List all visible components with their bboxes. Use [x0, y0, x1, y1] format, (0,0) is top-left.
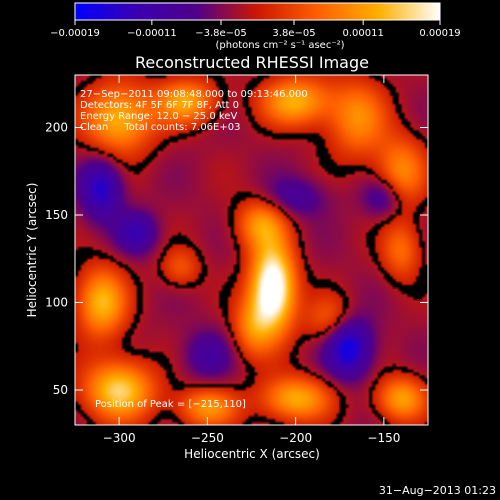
annotation-clean-counts: Clean Total counts: 7.06E+03 [80, 122, 240, 133]
colorbar-tick-label: −3.8e−05 [195, 28, 247, 39]
x-tick-label: −150 [367, 431, 400, 445]
y-tick-label: 150 [45, 208, 68, 222]
footer-timestamp: 31−Aug−2013 01:23 [379, 484, 496, 497]
heatmap-image [75, 75, 428, 425]
colorbar-tick-label: −0.00011 [127, 28, 177, 39]
colorbar-ticks: −0.00019 −0.00011 −3.8e−05 3.8e−05 0.00011 0.… [50, 20, 461, 39]
colorbar-units: (photons cm⁻² s⁻¹ asec⁻²) [215, 40, 344, 51]
colorbar-tick-label: 0.00011 [342, 28, 383, 39]
plot-frame [74, 74, 429, 426]
colorbar-tick-label: 3.8e−05 [272, 28, 315, 39]
annotation-peak-position: Position of Peak = [−215,110] [95, 399, 246, 410]
x-tick-label: −250 [191, 431, 224, 445]
annotation-energy-range: Energy Range: 12.0 − 25.0 keV [80, 111, 237, 122]
x-axis-title: Heliocentric X (arcsec) [184, 447, 320, 461]
y-tick-label: 50 [53, 383, 68, 397]
x-axis: −300 −250 −200 −150 [103, 75, 400, 445]
colorbar [74, 2, 441, 21]
y-axis: 50 100 150 200 [45, 121, 428, 397]
x-tick-label: −200 [279, 431, 312, 445]
chart-title: Reconstructed RHESSI Image [135, 53, 369, 72]
y-axis-title: Heliocentric Y (arcsec) [25, 183, 39, 318]
annotation-time-range: 27−Sep−2011 09:08:48.000 to 09:13:46.000 [80, 89, 308, 100]
annotation-detectors: Detectors: 4F 5F 6F 7F 8F, Att 0 [80, 100, 239, 111]
colorbar-tick-label: −0.00019 [50, 28, 100, 39]
colorbar-tick-label: 0.00019 [419, 28, 460, 39]
y-tick-label: 100 [45, 296, 68, 310]
y-tick-label: 200 [45, 121, 68, 135]
x-tick-label: −300 [103, 431, 136, 445]
